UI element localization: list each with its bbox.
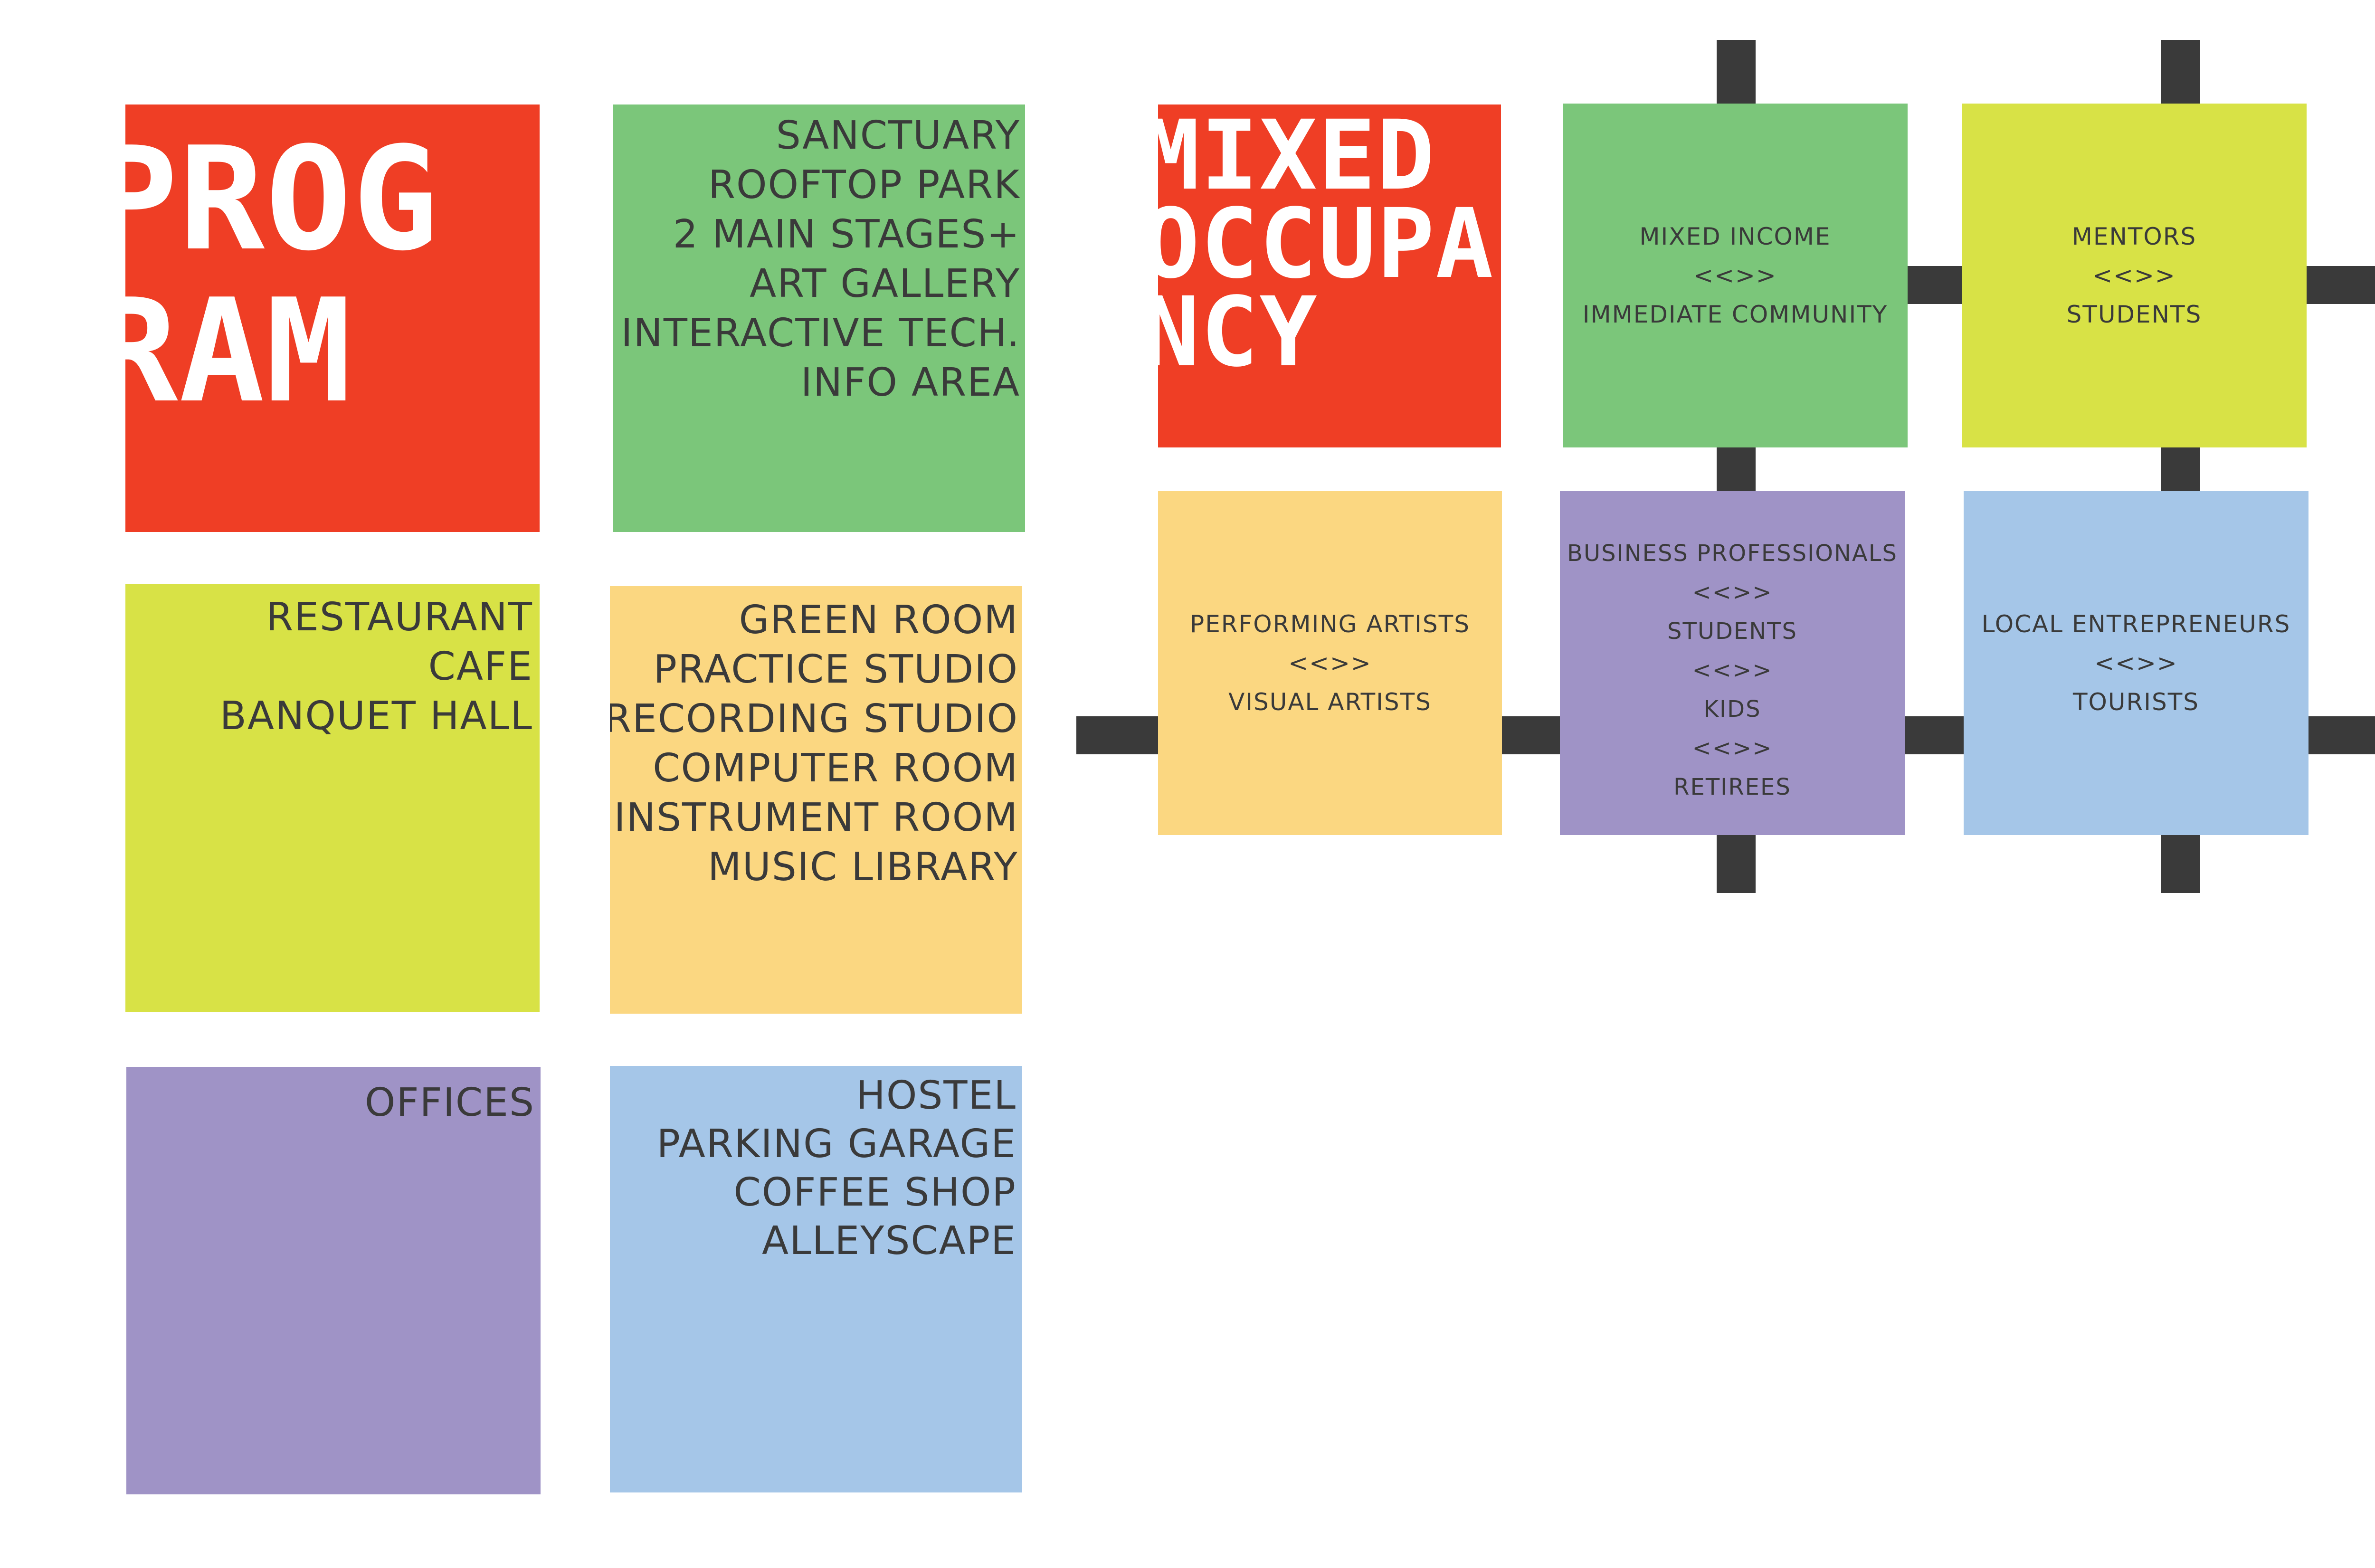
connector-bar bbox=[2299, 716, 2375, 754]
occupancy-arrow: <<>> bbox=[2094, 649, 2178, 677]
connector-bar bbox=[2161, 40, 2200, 106]
connector-bar bbox=[1717, 831, 1756, 893]
occupancy-box-yellow: PERFORMING ARTISTS <<>> VISUAL ARTISTS bbox=[1158, 491, 1502, 835]
occupancy-arrow: <<>> bbox=[1692, 735, 1773, 761]
mixed-occupancy-title-line-1: MIXED bbox=[1158, 105, 1436, 211]
program-item: INSTRUMENT ROOM bbox=[614, 795, 1018, 840]
occupancy-line: MIXED INCOME bbox=[1639, 223, 1831, 250]
mixed-occupancy-title-line-3: NCY bbox=[1158, 276, 1318, 388]
program-item: COFFEE SHOP bbox=[733, 1170, 1016, 1215]
occupancy-line: PERFORMING ARTISTS bbox=[1190, 610, 1470, 638]
program-list-yellow: GREEN ROOM PRACTICE STUDIO RECORDING STU… bbox=[610, 596, 1018, 892]
program-title-line-1: PROG bbox=[125, 116, 439, 282]
connector-bar bbox=[1717, 40, 1756, 106]
connector-bar bbox=[1717, 447, 1756, 494]
program-item: OFFICES bbox=[364, 1080, 535, 1125]
occupancy-line: STUDENTS bbox=[1667, 618, 1797, 645]
program-box-green: SANCTUARY ROOFTOP PARK 2 MAIN STAGES+ AR… bbox=[613, 105, 1025, 532]
connector-bar bbox=[2299, 266, 2375, 304]
connector-bar bbox=[1895, 716, 1966, 754]
occupancy-line: RETIREES bbox=[1673, 774, 1791, 800]
program-item: ROOFTOP PARK bbox=[708, 162, 1020, 208]
connector-bar bbox=[1496, 716, 1563, 754]
occupancy-box-yellow-green: MENTORS <<>> STUDENTS bbox=[1962, 104, 2307, 447]
program-title-line-2: RAM bbox=[125, 268, 352, 434]
program-list-green: SANCTUARY ROOFTOP PARK 2 MAIN STAGES+ AR… bbox=[621, 111, 1020, 408]
mixed-occupancy-title-line-2: OCCUPA bbox=[1158, 188, 1494, 300]
program-list-yellow-green: RESTAURANT CAFE BANQUET HALL bbox=[220, 593, 533, 741]
occupancy-arrow: <<>> bbox=[1692, 579, 1773, 606]
occupancy-line: TOURISTS bbox=[2073, 688, 2199, 716]
program-box-blue: HOSTEL PARKING GARAGE COFFEE SHOP ALLEYS… bbox=[610, 1066, 1022, 1492]
program-list-blue: HOSTEL PARKING GARAGE COFFEE SHOP ALLEYS… bbox=[657, 1072, 1016, 1265]
occupancy-arrow: <<>> bbox=[2092, 262, 2176, 289]
program-item: RESTAURANT bbox=[266, 595, 533, 640]
program-item: ALLEYSCAPE bbox=[761, 1218, 1016, 1264]
occupancy-box-green: MIXED INCOME <<>> IMMEDIATE COMMUNITY bbox=[1563, 104, 1908, 447]
program-title: PROG RAM bbox=[125, 124, 439, 428]
occupancy-arrow: <<>> bbox=[1693, 262, 1777, 289]
occupancy-line: MENTORS bbox=[2071, 223, 2197, 250]
program-item: CAFE bbox=[428, 644, 533, 689]
program-item: INFO AREA bbox=[800, 360, 1020, 405]
occupancy-box-blue: LOCAL ENTREPRENEURS <<>> TOURISTS bbox=[1964, 491, 2308, 835]
mixed-occupancy-title-box: MIXED OCCUPA NCY bbox=[1158, 105, 1501, 447]
occupancy-line: LOCAL ENTREPRENEURS bbox=[1981, 610, 2291, 638]
connector-bar bbox=[1900, 266, 1966, 304]
program-item: ART GALLERY bbox=[750, 261, 1020, 306]
occupancy-line: VISUAL ARTISTS bbox=[1228, 688, 1432, 716]
occupancy-line: IMMEDIATE COMMUNITY bbox=[1582, 301, 1888, 328]
mixed-occupancy-title: MIXED OCCUPA NCY bbox=[1158, 105, 1494, 388]
program-list-purple: OFFICES bbox=[365, 1078, 535, 1128]
program-box-purple: OFFICES bbox=[126, 1067, 541, 1494]
occupancy-line: BUSINESS PROFESSIONALS bbox=[1567, 540, 1898, 567]
program-box-yellow-green: RESTAURANT CAFE BANQUET HALL bbox=[125, 584, 540, 1012]
program-item: PRACTICE STUDIO bbox=[653, 647, 1018, 692]
occupancy-arrow: <<>> bbox=[1692, 657, 1773, 684]
program-item: BANQUET HALL bbox=[219, 694, 533, 739]
program-title-box: PROG RAM bbox=[125, 105, 540, 532]
program-item: GREEN ROOM bbox=[739, 598, 1018, 643]
occupancy-line: STUDENTS bbox=[2066, 301, 2202, 328]
connector-bar bbox=[2161, 447, 2200, 494]
program-box-yellow: GREEN ROOM PRACTICE STUDIO RECORDING STU… bbox=[610, 586, 1022, 1014]
program-item: MUSIC LIBRARY bbox=[707, 845, 1018, 890]
program-item: HOSTEL bbox=[856, 1073, 1016, 1118]
program-item: SANCTUARY bbox=[776, 113, 1020, 158]
occupancy-arrow: <<>> bbox=[1288, 649, 1372, 677]
program-item: 2 MAIN STAGES+ bbox=[673, 212, 1020, 257]
program-item: RECORDING STUDIO bbox=[610, 696, 1018, 741]
program-item: PARKING GARAGE bbox=[656, 1121, 1016, 1167]
program-item: COMPUTER ROOM bbox=[653, 746, 1018, 791]
connector-bar bbox=[1076, 716, 1162, 754]
occupancy-line: KIDS bbox=[1703, 696, 1761, 722]
program-item: INTERACTIVE TECH. bbox=[621, 311, 1020, 356]
connector-bar bbox=[2161, 831, 2200, 893]
occupancy-box-purple: BUSINESS PROFESSIONALS <<>> STUDENTS <<>… bbox=[1560, 491, 1905, 835]
